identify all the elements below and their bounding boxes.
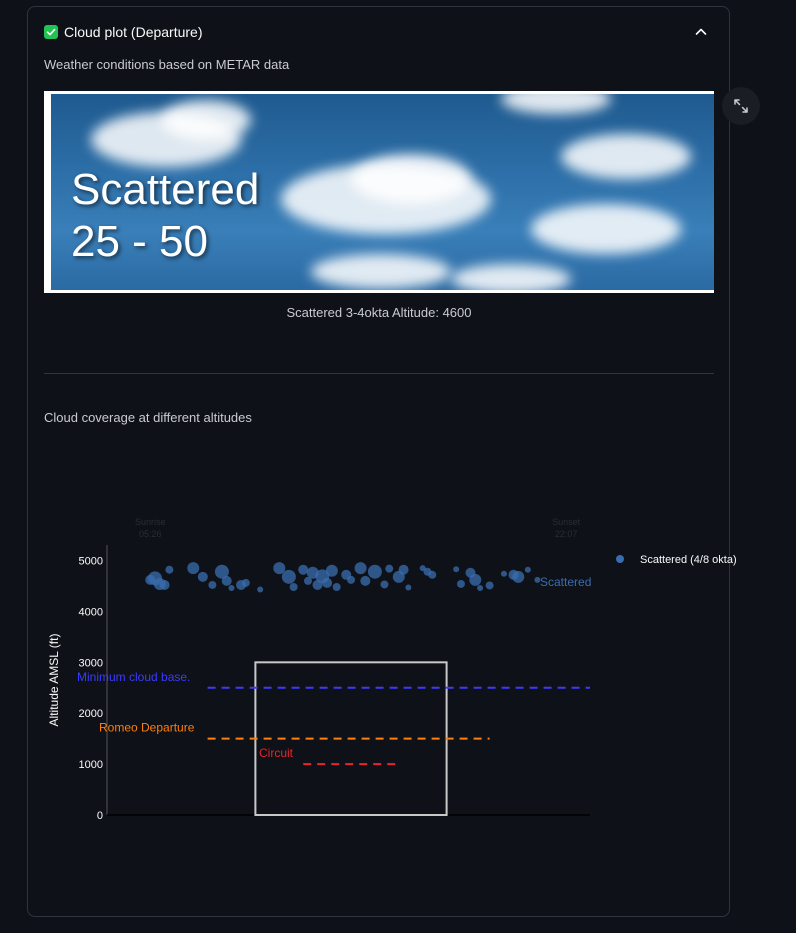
sun-time-label: Sunrise xyxy=(135,517,166,527)
cloud-point xyxy=(257,586,264,593)
legend-marker xyxy=(616,555,624,563)
weather-caption: Weather conditions based on METAR data xyxy=(44,57,290,72)
y-tick-label: 4000 xyxy=(79,606,103,618)
cloud-point xyxy=(289,583,298,591)
cloud-point xyxy=(456,579,465,588)
cloud-point xyxy=(208,580,217,589)
legend-entry: Scattered (4/8 okta) xyxy=(640,554,737,566)
cloud-point xyxy=(380,580,389,589)
cloud-point xyxy=(325,564,338,577)
cloud-point xyxy=(512,570,525,583)
coverage-caption: Cloud coverage at different altitudes xyxy=(44,410,252,425)
cloud-point xyxy=(354,562,367,575)
y-axis-label: Altitude AMSL (ft) xyxy=(47,634,61,727)
cloud-point xyxy=(197,571,208,582)
cloud-point xyxy=(214,564,229,579)
sun-time-value: 22:07 xyxy=(555,529,578,539)
cloud-point xyxy=(385,564,394,573)
cloud-point xyxy=(469,573,482,586)
expand-icon xyxy=(734,99,748,113)
sun-time-label: Sunset xyxy=(552,517,581,527)
cloud-point xyxy=(398,564,409,575)
banner-range-text: 25 - 50 xyxy=(71,217,208,266)
cloud-point xyxy=(187,562,200,575)
chevron-up-icon[interactable] xyxy=(693,24,709,40)
cloud-point xyxy=(428,570,437,579)
cloud-point xyxy=(485,581,494,590)
cloud-point xyxy=(221,575,232,586)
cloud-point xyxy=(347,575,355,584)
cloud-point xyxy=(322,577,333,588)
y-tick-label: 1000 xyxy=(79,759,103,771)
cloud-point xyxy=(165,565,174,574)
cloud-point xyxy=(360,575,371,586)
cloud-point xyxy=(453,566,460,573)
expander-header[interactable]: Cloud plot (Departure) xyxy=(44,21,713,43)
threshold-label: Circuit xyxy=(259,746,294,760)
cloud-point xyxy=(228,585,235,592)
expander-title: Cloud plot (Departure) xyxy=(64,24,203,40)
cloud-point xyxy=(332,583,341,591)
check-icon xyxy=(44,25,58,39)
y-tick-label: 2000 xyxy=(79,708,103,720)
cloud-point xyxy=(477,585,484,592)
image-caption: Scattered 3-4okta Altitude: 4600 xyxy=(286,305,472,320)
cloud-point xyxy=(367,564,382,579)
cloud-plot-expander: Cloud plot (Departure) Weather condition… xyxy=(27,6,730,917)
sun-time-value: 05:26 xyxy=(139,529,162,539)
divider xyxy=(44,373,714,374)
banner-coverage-text: Scattered xyxy=(71,165,260,214)
threshold-label: Romeo Departure xyxy=(99,721,195,735)
fullscreen-button[interactable] xyxy=(722,87,760,125)
cloud-banner-image: Scattered 25 - 50 xyxy=(44,91,714,293)
cloud-point xyxy=(159,579,170,590)
cloud-point xyxy=(524,566,531,573)
cloud-point xyxy=(303,576,312,585)
threshold-label: Minimum cloud base. xyxy=(77,670,190,684)
cloud-point xyxy=(534,576,541,583)
cloud-point xyxy=(500,570,507,577)
y-tick-label: 3000 xyxy=(79,657,103,669)
cloud-point xyxy=(405,584,412,591)
cloud-point xyxy=(281,569,296,584)
cloud-point xyxy=(298,564,309,575)
cloud-coverage-chart: Altitude AMSL (ft) 0 1000 2000 3000 4000 5000… xyxy=(47,517,737,822)
y-tick-label: 5000 xyxy=(79,556,103,568)
y-tick-label: 0 xyxy=(97,810,103,822)
scattered-series-label: Scattered xyxy=(540,575,591,589)
cloud-point xyxy=(273,562,286,575)
cloud-point xyxy=(241,578,250,587)
